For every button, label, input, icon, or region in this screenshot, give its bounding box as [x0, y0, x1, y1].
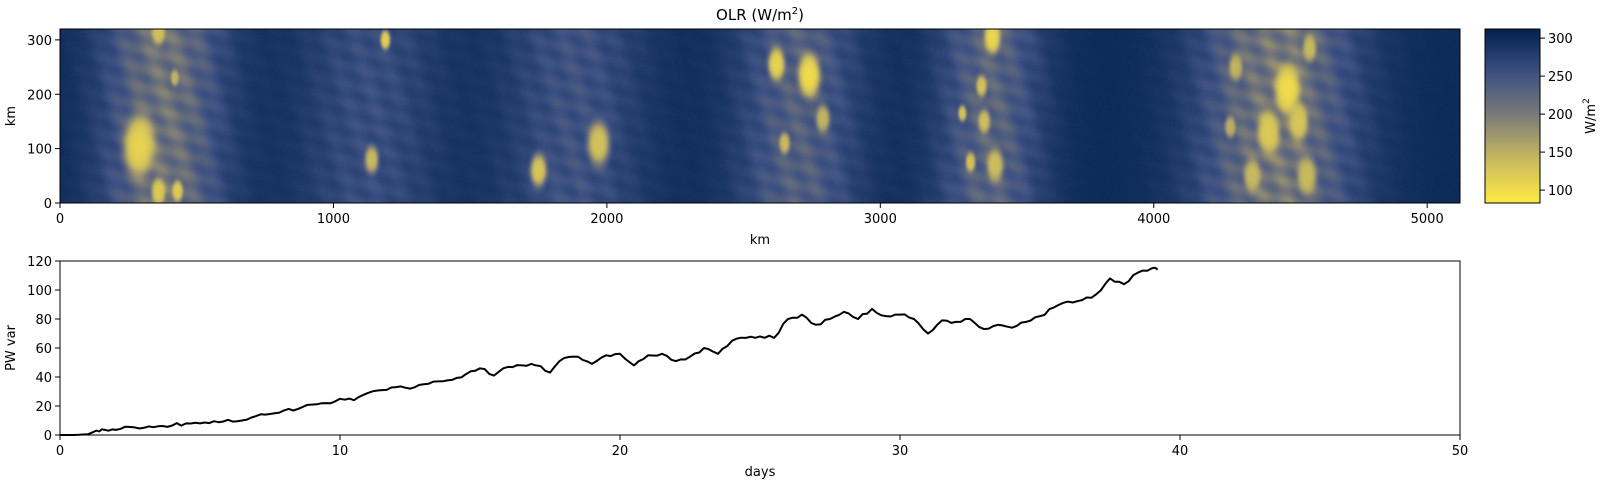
line-ytick-label: 60 [35, 342, 52, 357]
colorbar-tick-label: 150 [1548, 146, 1573, 161]
heatmap-x-axis: 0 1000 2000 3000 4000 5000 [56, 203, 1444, 227]
line-y-axis: 0 20 40 60 80 100 120 [27, 255, 60, 444]
line-frame [59, 260, 1461, 436]
line-ytick-label: 80 [35, 313, 52, 328]
line-ytick-label: 120 [27, 255, 52, 270]
heatmap-y-axis: 0 100 200 300 [27, 34, 60, 212]
colorbar-tick-label: 200 [1548, 108, 1573, 123]
heatmap-title: OLR (W/m2) [716, 6, 804, 24]
colorbar-tick-label: 100 [1548, 184, 1573, 199]
colorbar-tick-label: 300 [1548, 32, 1573, 47]
line-ylabel: PW var [4, 324, 19, 370]
heatmap-xtick-label: 0 [56, 212, 64, 227]
heatmap-xtick-label: 5000 [1411, 212, 1444, 227]
line-ytick-label: 0 [44, 429, 52, 444]
heatmap-image [60, 29, 1460, 203]
line-xtick-label: 50 [1452, 444, 1469, 459]
line-xtick-label: 10 [332, 444, 349, 459]
line-xlabel: days [745, 465, 776, 480]
heatmap-xlabel: km [750, 233, 770, 248]
line-x-axis: 0 10 20 30 40 50 [56, 435, 1468, 459]
heatmap-ytick-label: 200 [27, 88, 52, 103]
colorbar-tick-label: 250 [1548, 70, 1573, 85]
heatmap-ytick-label: 100 [27, 143, 52, 158]
colorbar-label: W/m2 [1582, 98, 1599, 134]
heatmap-image-holder [60, 29, 1460, 203]
heatmap-xtick-label: 1000 [317, 212, 350, 227]
heatmap-panel: OLR (W/m2) 0 1000 2000 3000 4000 5000 0 100 200… [4, 6, 1461, 248]
colorbar-axis: 100 150 200 250 300 [1540, 32, 1573, 199]
heatmap-xtick-label: 4000 [1137, 212, 1170, 227]
line-xtick-label: 0 [56, 444, 64, 459]
colorbar-gradient [1484, 28, 1541, 204]
line-ytick-label: 100 [27, 284, 52, 299]
heatmap-xtick-label: 3000 [864, 212, 897, 227]
line-xtick-label: 30 [892, 444, 909, 459]
heatmap-xtick-label: 2000 [590, 212, 623, 227]
heatmap-frame [59, 28, 1461, 204]
heatmap-ytick-label: 300 [27, 34, 52, 49]
heatmap-ytick-label: 0 [44, 197, 52, 212]
line-xtick-label: 40 [1172, 444, 1189, 459]
line-xtick-label: 20 [612, 444, 629, 459]
line-ytick-label: 40 [35, 371, 52, 386]
colorbar: 100 150 200 250 300 W/m2 [1484, 28, 1599, 204]
line-panel: 0 10 20 30 40 50 0 20 40 60 80 100 120 days PW var [4, 255, 1468, 480]
line-ytick-label: 20 [35, 400, 52, 415]
heatmap-ylabel: km [4, 106, 19, 126]
pw-var-line [60, 266, 1159, 436]
